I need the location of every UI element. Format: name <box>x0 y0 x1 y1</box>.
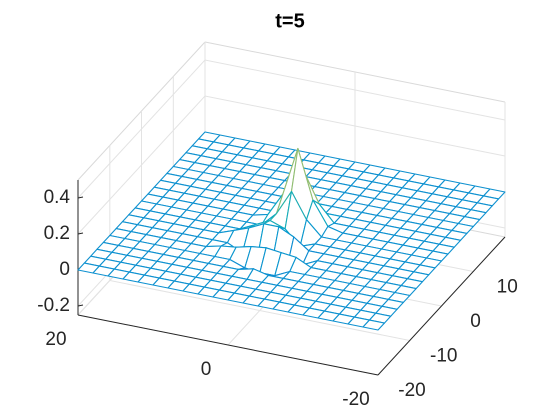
x-tick-label: 0 <box>201 359 212 380</box>
z-tick-label: 0.4 <box>44 187 71 208</box>
x-axis <box>77 314 379 376</box>
x-tick-label: 20 <box>45 329 66 350</box>
y-axis <box>377 236 506 376</box>
y-tick-label: 0 <box>470 311 481 332</box>
z-tick-label: -0.2 <box>37 295 70 316</box>
z-tick-label: 0 <box>59 259 70 280</box>
z-tick-label: 0.2 <box>44 223 70 244</box>
x-tick-label: -20 <box>342 389 369 410</box>
mesh-cell <box>362 319 385 331</box>
y-tick-label: -10 <box>430 346 457 367</box>
y-tick-label: 10 <box>497 277 518 298</box>
y-tick-label: -20 <box>398 380 425 401</box>
tick-mark <box>77 232 84 235</box>
chart-title: t=5 <box>275 10 304 32</box>
tick-mark <box>77 304 84 307</box>
tick-mark <box>77 196 84 199</box>
